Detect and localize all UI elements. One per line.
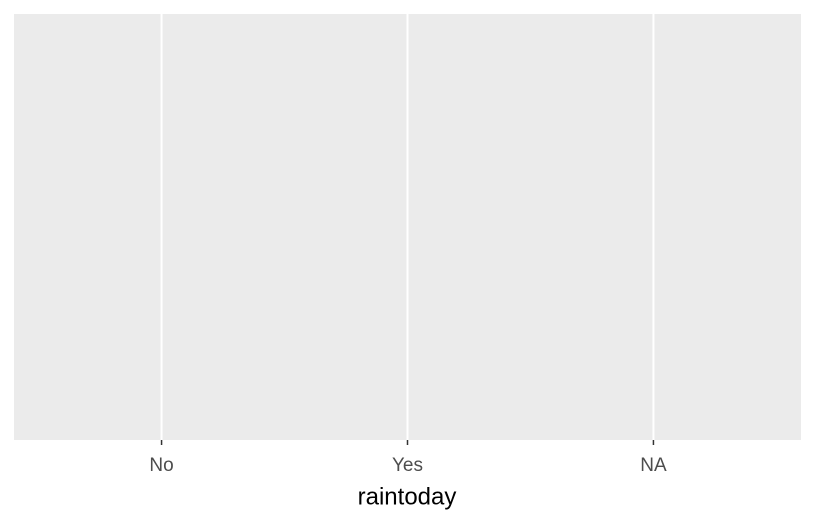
x-axis-title: raintoday [358,483,457,510]
x-tick-label: No [149,455,173,476]
x-tick-label: Yes [392,455,423,476]
x-tick-label: NA [640,455,667,476]
